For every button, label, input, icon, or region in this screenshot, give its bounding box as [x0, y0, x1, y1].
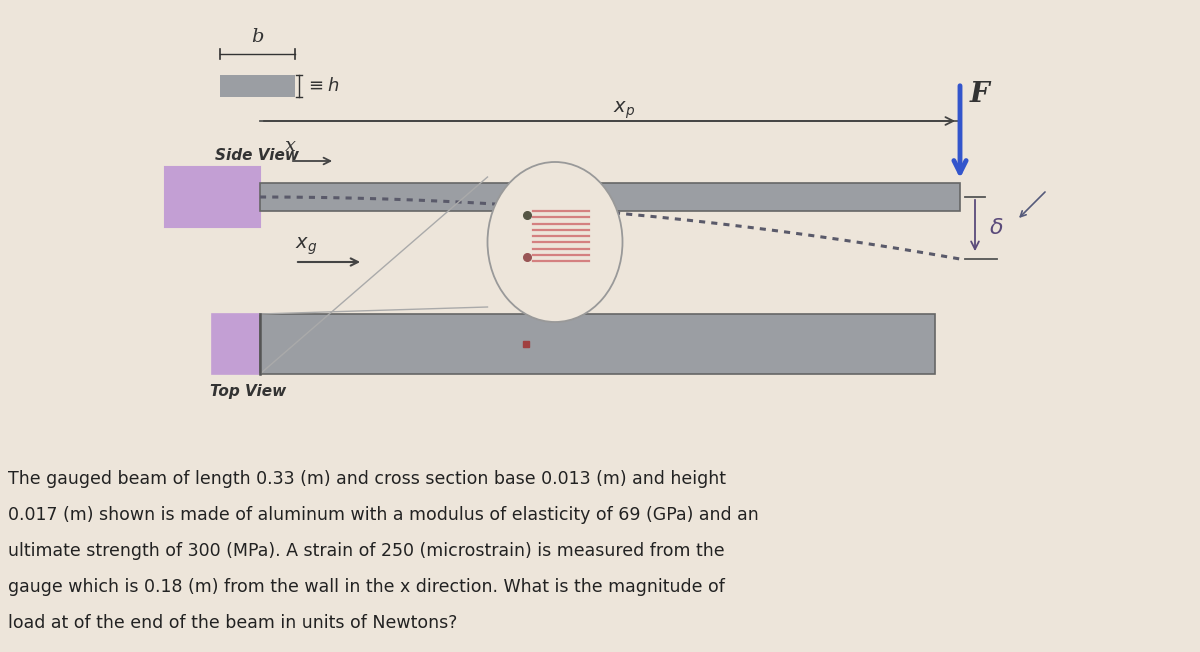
Text: Top View: Top View — [210, 384, 287, 399]
Text: ultimate strength of 300 (MPa). A strain of 250 (microstrain) is measured from t: ultimate strength of 300 (MPa). A strain… — [8, 542, 725, 560]
Text: gauge: gauge — [536, 330, 584, 345]
Text: b: b — [251, 28, 264, 46]
Text: $\equiv h$: $\equiv h$ — [305, 77, 340, 95]
Text: Side View: Side View — [215, 148, 299, 163]
Text: The gauged beam of length 0.33 (m) and cross section base 0.013 (m) and height: The gauged beam of length 0.33 (m) and c… — [8, 470, 726, 488]
Text: $\delta$: $\delta$ — [989, 217, 1003, 239]
Ellipse shape — [487, 162, 623, 322]
Text: 0.017 (m) shown is made of aluminum with a modulus of elasticity of 69 (GPa) and: 0.017 (m) shown is made of aluminum with… — [8, 506, 758, 524]
Text: load at of the end of the beam in units of Newtons?: load at of the end of the beam in units … — [8, 614, 457, 632]
Bar — [260, 314, 935, 374]
Bar — [166, 167, 260, 227]
Bar — [260, 183, 960, 211]
Text: gauge which is 0.18 (m) from the wall in the x direction. What is the magnitude : gauge which is 0.18 (m) from the wall in… — [8, 578, 725, 596]
Text: F: F — [970, 81, 990, 108]
Bar — [220, 75, 295, 97]
Text: $x_g$: $x_g$ — [295, 236, 317, 258]
Text: x: x — [284, 137, 295, 155]
Text: $x_p$: $x_p$ — [613, 100, 635, 121]
Bar — [212, 314, 260, 374]
